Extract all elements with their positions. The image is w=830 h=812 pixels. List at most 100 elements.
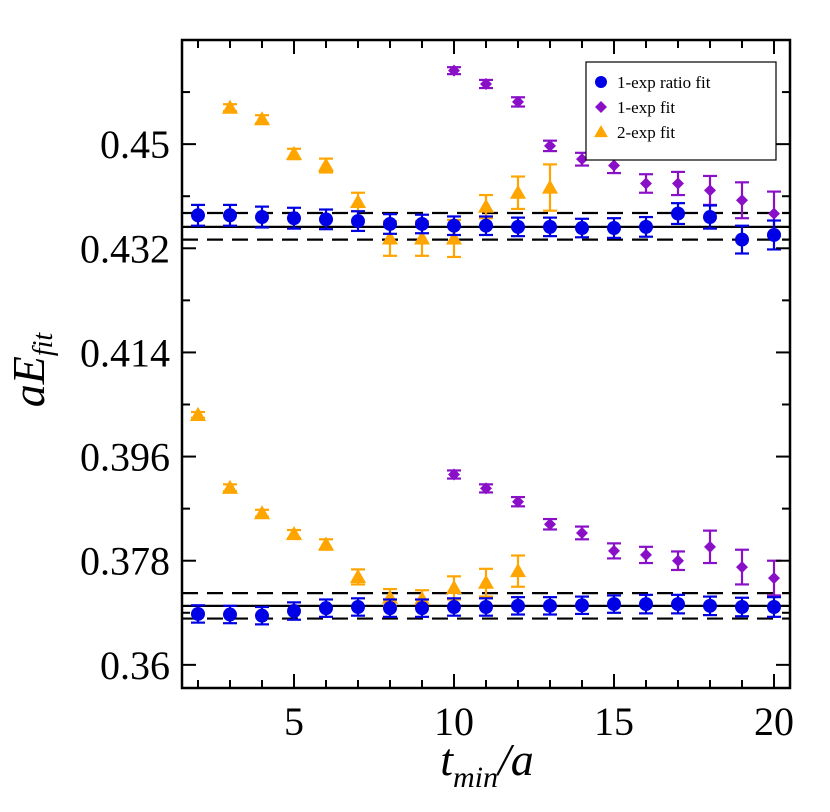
legend-label-ratio-fit: 1-exp ratio fit xyxy=(617,73,711,92)
data-point xyxy=(607,221,621,236)
data-point xyxy=(383,601,397,616)
data-point xyxy=(477,574,495,589)
data-point xyxy=(512,495,524,508)
y-tick-label: 0.414 xyxy=(80,330,170,375)
data-point xyxy=(544,518,556,531)
legend-markers xyxy=(594,76,608,138)
data-point xyxy=(640,177,652,190)
data-point xyxy=(448,64,460,77)
data-point xyxy=(447,218,461,233)
data-point xyxy=(511,219,525,234)
data-point xyxy=(509,563,527,578)
data-point xyxy=(221,479,239,494)
data-point xyxy=(319,212,333,227)
legend-marker xyxy=(595,101,607,113)
data-point xyxy=(703,210,717,225)
x-tick-label: 15 xyxy=(594,699,634,744)
data-point xyxy=(381,230,399,245)
data-point xyxy=(285,526,303,541)
data-point xyxy=(448,468,460,481)
x-tick-label: 5 xyxy=(284,699,304,744)
x-tick-label: 20 xyxy=(754,699,794,744)
legend: 1-exp ratio fit 1-exp fit 2-exp fit xyxy=(585,61,777,161)
x-axis-title-rest: /a xyxy=(495,734,534,785)
data-point xyxy=(767,227,781,242)
x-axis-title-sub: min xyxy=(453,761,498,794)
data-point xyxy=(479,600,493,614)
x-tick-label: 10 xyxy=(434,699,474,744)
data-point xyxy=(512,95,524,108)
data-point xyxy=(543,219,557,234)
data-point xyxy=(287,211,301,226)
data-point xyxy=(255,608,269,623)
data-point xyxy=(477,198,495,213)
y-tick-label: 0.378 xyxy=(80,539,170,584)
data-point xyxy=(640,548,652,561)
legend-label-one-exp-fit: 1-exp fit xyxy=(617,98,675,117)
data-point xyxy=(509,184,527,199)
axis-ticks: 5 10 15 20 0.36 0.378 0.396 0.414 0.432 0.45 xyxy=(80,39,794,744)
data-point xyxy=(191,606,205,621)
data-point xyxy=(445,230,463,245)
data-point xyxy=(703,598,717,613)
data-point xyxy=(767,600,781,614)
data-point xyxy=(221,99,239,114)
data-point xyxy=(768,572,780,585)
data-point xyxy=(479,218,493,233)
data-point xyxy=(223,607,237,622)
data-point xyxy=(191,208,205,223)
data-point xyxy=(639,597,653,612)
data-point xyxy=(255,210,269,225)
data-point xyxy=(287,604,301,619)
data-point xyxy=(671,597,685,612)
data-point xyxy=(319,601,333,616)
y-tick-label: 0.45 xyxy=(100,122,170,167)
data-point xyxy=(349,193,367,209)
data-point xyxy=(576,153,588,166)
data-point xyxy=(351,214,365,229)
data-point xyxy=(413,230,431,245)
y-axis-title-sub: fit xyxy=(28,332,59,357)
data-point xyxy=(223,208,237,223)
data-point xyxy=(317,536,335,551)
data-point xyxy=(413,590,431,605)
y-axis-title-main: aE xyxy=(3,356,54,407)
data-point xyxy=(575,598,589,613)
legend-marker xyxy=(594,125,608,138)
data-point xyxy=(736,561,748,574)
data-point xyxy=(608,544,620,557)
fit-bands xyxy=(182,211,790,620)
data-point xyxy=(543,598,557,613)
y-tick-label: 0.396 xyxy=(80,435,170,480)
data-point xyxy=(672,177,684,190)
data-point xyxy=(349,568,367,583)
data-point xyxy=(736,194,748,207)
data-points xyxy=(189,64,781,626)
y-axis-title: aEfit xyxy=(3,332,59,408)
data-point xyxy=(735,600,749,614)
legend-marker xyxy=(595,76,607,88)
data-point xyxy=(704,540,716,553)
data-point xyxy=(544,139,556,152)
data-point xyxy=(704,184,716,197)
data-point xyxy=(735,232,749,247)
data-point xyxy=(383,216,397,231)
data-point xyxy=(541,179,559,194)
data-point xyxy=(253,111,271,126)
x-axis-title: tmin/a xyxy=(440,734,534,794)
data-point xyxy=(768,207,780,220)
y-tick-label: 0.432 xyxy=(80,226,170,271)
data-point xyxy=(447,600,461,614)
y-tick-label: 0.36 xyxy=(100,643,170,688)
data-point xyxy=(672,554,684,567)
data-point xyxy=(671,206,685,221)
x-axis-title-main: t xyxy=(440,734,454,785)
data-point xyxy=(511,598,525,613)
data-point xyxy=(317,157,335,172)
data-point xyxy=(285,145,303,161)
data-point xyxy=(415,601,429,616)
data-point xyxy=(351,600,365,614)
data-point xyxy=(608,159,620,172)
data-point xyxy=(253,505,271,520)
